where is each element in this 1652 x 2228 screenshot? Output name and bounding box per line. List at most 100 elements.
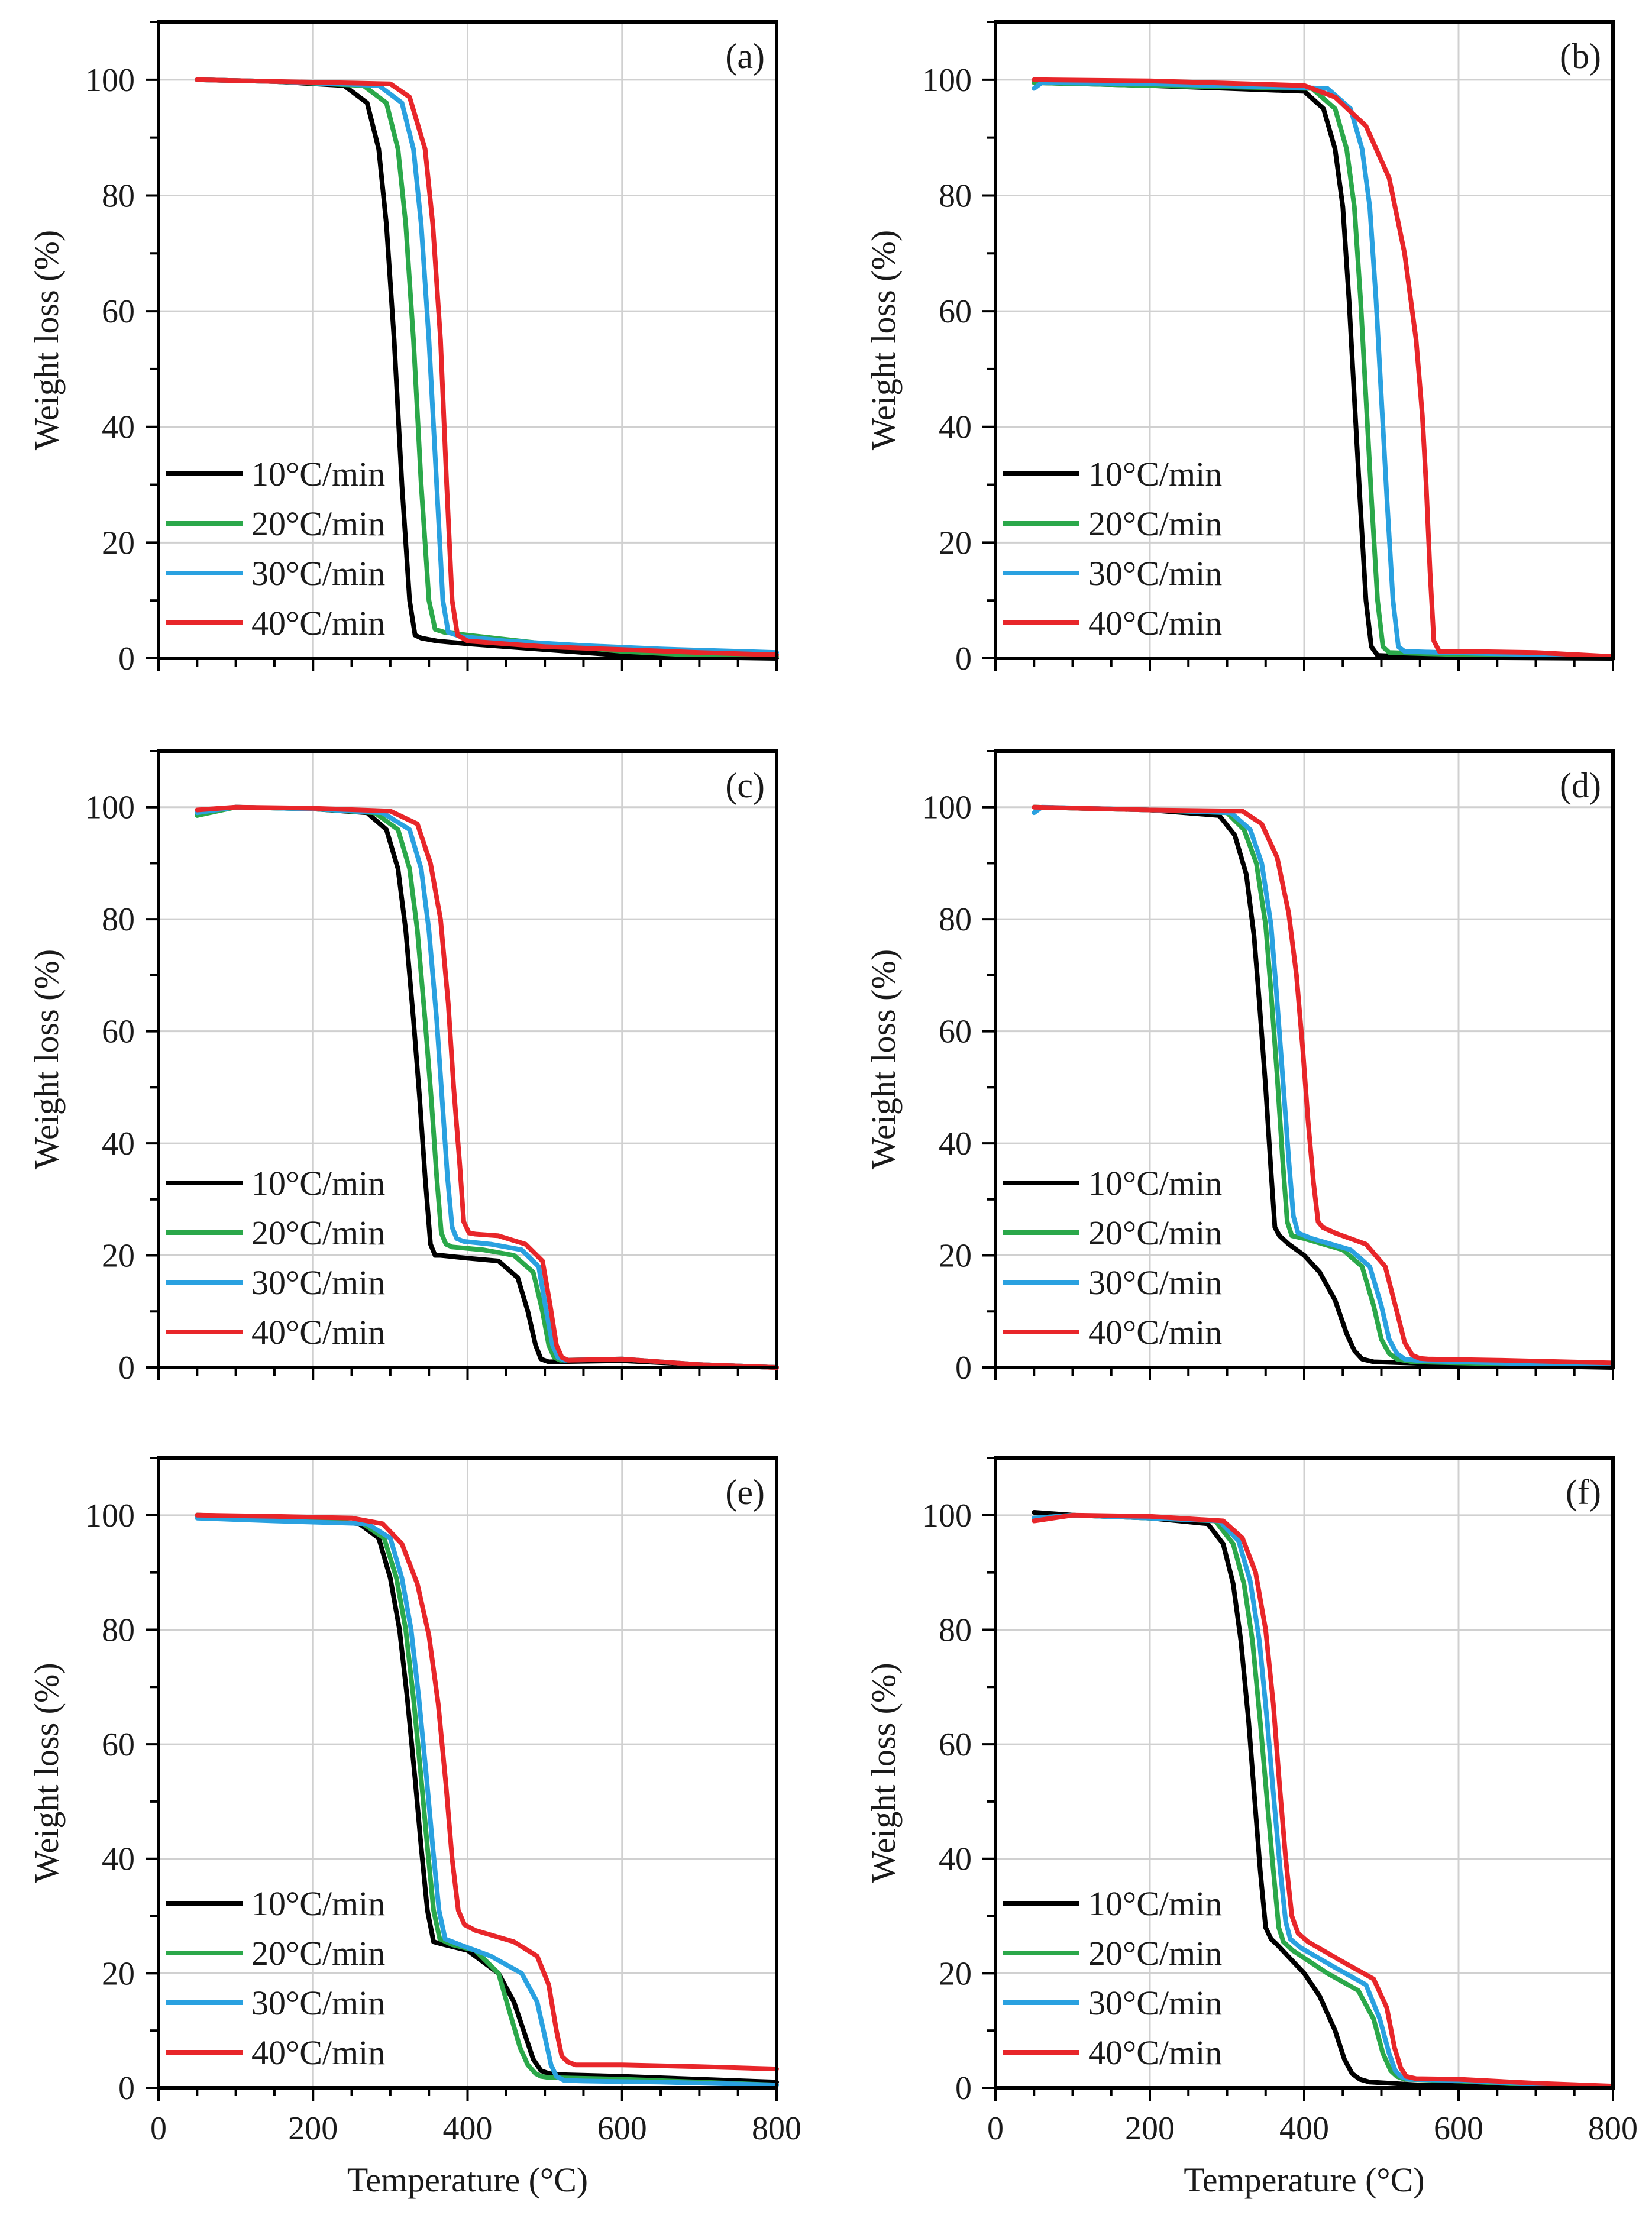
y-tick-label: 100 (922, 62, 972, 99)
series-line-20c-min (195, 1512, 779, 2088)
y-tick-label: 80 (939, 901, 972, 938)
chart-panel-b: 0 20 40 60 80 100 Weight loss (%) (b) 10°C/min 20… (864, 20, 1615, 677)
legend-label: 40°C/min (1088, 604, 1222, 642)
y-tick-label: 0 (118, 1350, 135, 1386)
y-tick-label: 20 (939, 1238, 972, 1275)
legend-label: 30°C/min (251, 1984, 385, 2022)
y-tick-label: 0 (118, 641, 135, 677)
y-tick-label: 20 (102, 1238, 135, 1275)
x-axis-title: Temperature (°C) (1184, 2161, 1424, 2199)
y-axis-title: Weight loss (%) (864, 1663, 903, 1883)
y-axis-title: Weight loss (%) (864, 230, 903, 450)
panel-label: (e) (725, 1473, 765, 1512)
y-tick-label: 60 (939, 293, 972, 330)
plot-frame (994, 749, 1615, 1369)
chart-panel-e: 0 20 40 60 80 100 0 200 400 600 800 Temperature (°C… (27, 1456, 801, 2199)
x-tick-label: 400 (1279, 2110, 1329, 2147)
legend-label: 20°C/min (251, 1934, 385, 1972)
y-axis-title: Weight loss (%) (864, 949, 903, 1169)
y-tick-label: 60 (102, 1014, 135, 1050)
y-tick-label: 100 (85, 790, 135, 826)
legend-label: 20°C/min (251, 1214, 385, 1252)
y-axis-title: Weight loss (%) (27, 1663, 66, 1883)
series-line-40c-min (195, 1512, 779, 2072)
legend-label: 10°C/min (251, 1164, 385, 1202)
x-tick-label: 200 (288, 2110, 338, 2147)
legend-label: 30°C/min (251, 1263, 385, 1302)
legend-label: 10°C/min (1088, 455, 1222, 493)
legend-label: 20°C/min (1088, 505, 1222, 543)
series-line-10c-min (195, 804, 779, 1370)
y-tick-label: 40 (939, 1841, 972, 1878)
panel-label: (f) (1566, 1473, 1601, 1512)
chart-panel-f: 0 20 40 60 80 100 0 200 400 600 800 Temperature (°C… (864, 1456, 1638, 2199)
series-line-40c-min (1032, 804, 1615, 1366)
y-axis-title: Weight loss (%) (27, 949, 66, 1169)
y-tick-label: 60 (939, 1726, 972, 1763)
y-tick-label: 20 (939, 525, 972, 561)
panel-label: (c) (725, 766, 765, 805)
legend-label: 40°C/min (1088, 2033, 1222, 2072)
y-tick-label: 100 (922, 1498, 972, 1534)
chart-panel-d: 0 20 40 60 80 100 Weight loss (%) (d) 10°C/min 20… (864, 749, 1615, 1386)
series-line-30c-min (195, 1515, 779, 2088)
series-line-10c-min (1032, 804, 1615, 1370)
legend-label: 40°C/min (251, 1313, 385, 1351)
y-tick-label: 100 (85, 62, 135, 99)
y-tick-label: 60 (102, 1726, 135, 1763)
y-tick-label: 20 (102, 1955, 135, 1992)
y-tick-label: 20 (939, 1955, 972, 1992)
y-tick-label: 0 (955, 641, 972, 677)
series-line-10c-min (195, 77, 779, 661)
panel-label: (d) (1560, 766, 1601, 805)
plot-frame (157, 20, 778, 660)
y-tick-label: 40 (102, 409, 135, 446)
y-tick-label: 40 (939, 1126, 972, 1162)
y-tick-label: 80 (102, 177, 135, 214)
y-tick-label: 100 (85, 1498, 135, 1534)
x-tick-label: 600 (1434, 2110, 1483, 2147)
legend-label: 30°C/min (1088, 1984, 1222, 2022)
legend-label: 30°C/min (1088, 1263, 1222, 1302)
legend-label: 40°C/min (251, 2033, 385, 2072)
legend-label: 30°C/min (1088, 554, 1222, 593)
x-tick-label: 800 (1588, 2110, 1638, 2147)
legend-label: 30°C/min (251, 554, 385, 593)
legend-label: 20°C/min (1088, 1214, 1222, 1252)
series-line-40c-min (1032, 77, 1615, 659)
series-line-30c-min (1032, 1512, 1615, 2090)
series-line-30c-min (1032, 804, 1615, 1369)
y-tick-label: 80 (102, 901, 135, 938)
y-tick-label: 60 (102, 293, 135, 330)
legend-label: 40°C/min (251, 604, 385, 642)
legend-label: 10°C/min (251, 455, 385, 493)
panel-label: (a) (725, 37, 765, 76)
chart-panel-c: 0 20 40 60 80 100 Weight loss (%) (c) 10°C/min 20… (27, 749, 779, 1386)
y-tick-label: 20 (102, 525, 135, 561)
legend-label: 10°C/min (1088, 1884, 1222, 1923)
y-tick-label: 80 (939, 177, 972, 214)
x-tick-label: 200 (1125, 2110, 1175, 2147)
x-tick-label: 0 (150, 2110, 167, 2147)
series-line-20c-min (1032, 804, 1615, 1369)
legend-label: 20°C/min (251, 505, 385, 543)
plot-frame (157, 749, 778, 1369)
series-line-40c-min (195, 804, 779, 1370)
y-tick-label: 0 (955, 2070, 972, 2107)
series-line-30c-min (1032, 80, 1615, 659)
y-tick-label: 80 (102, 1612, 135, 1648)
x-tick-label: 0 (987, 2110, 1004, 2147)
series-line-40c-min (1032, 1512, 1615, 2089)
x-tick-label: 800 (752, 2110, 801, 2147)
plot-frame (994, 1456, 1615, 2090)
series-line-10c-min (195, 1512, 779, 2085)
legend-label: 40°C/min (1088, 1313, 1222, 1351)
chart-panel-a: 0 20 40 60 80 100 Weight loss (%) (a) 10°C/min 20… (27, 20, 779, 677)
x-axis-title: Temperature (°C) (347, 2161, 588, 2199)
y-tick-label: 80 (939, 1612, 972, 1648)
plot-frame (157, 1456, 778, 2090)
y-tick-label: 40 (102, 1126, 135, 1162)
series-line-10c-min (1032, 1510, 1615, 2090)
y-tick-label: 60 (939, 1014, 972, 1050)
legend-label: 10°C/min (1088, 1164, 1222, 1202)
